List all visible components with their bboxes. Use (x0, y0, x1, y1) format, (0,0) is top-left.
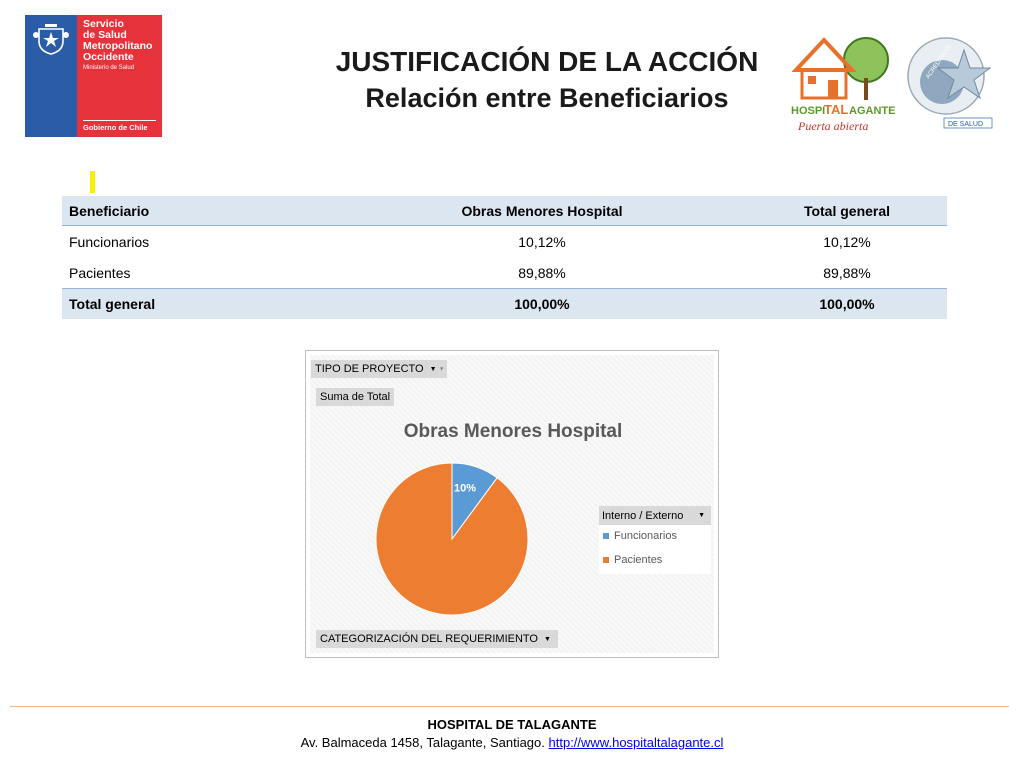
table-row: Pacientes 89,88% 89,88% (62, 257, 947, 288)
footer-website-link[interactable]: http://www.hospitaltalagante.cl (548, 735, 724, 750)
logo-line: Metropolitano (83, 40, 153, 52)
cell-obras: 89,88% (518, 264, 566, 281)
table-row: Funcionarios 10,12% 10,12% (62, 226, 947, 257)
axis-field-label: CATEGORIZACIÓN DEL REQUERIMIENTO (320, 633, 538, 645)
gobierno-de-chile-logo: Servicio de Salud Metropolitano Occident… (25, 15, 162, 137)
logo-divider (83, 120, 156, 121)
pivot-chart[interactable]: TIPO DE PROYECTO ▼ Suma de Total Obras M… (305, 350, 719, 658)
chart-title: Obras Menores Hospital (403, 421, 623, 442)
legend-swatch (603, 533, 609, 539)
logo-ministry: Ministerio de Salud (83, 65, 135, 71)
total-general: 100,00% (819, 296, 875, 312)
value-field-button[interactable]: Suma de Total (316, 388, 395, 406)
funnel-icon (439, 367, 443, 371)
logo-blue-band (25, 15, 77, 137)
legend-label: Funcionarios (614, 530, 677, 542)
beneficiaries-table: Beneficiario Obras Menores Hospital Tota… (62, 196, 947, 319)
dropdown-arrow-icon: ▼ (544, 635, 551, 643)
pie-chart: 10%90% (375, 462, 529, 616)
footer-address-line: Av. Balmaceda 1458, Talagante, Santiago.… (0, 734, 1024, 752)
total-obras: 100,00% (514, 296, 570, 312)
logo-line: Occidente (83, 51, 134, 63)
total-label: Total general (69, 296, 156, 312)
value-label: Suma de Total (320, 391, 391, 403)
dropdown-arrow-icon: ▼ (429, 365, 437, 373)
header-obras: Obras Menores Hospital (461, 202, 623, 219)
title-line-2: Relación entre Beneficiarios (365, 83, 729, 113)
filter-tipo-proyecto-button[interactable]: TIPO DE PROYECTO ▼ (311, 360, 447, 378)
table-header-row: Beneficiario Obras Menores Hospital Tota… (62, 196, 947, 226)
legend-title-label: Interno / Externo (602, 509, 684, 522)
cell-beneficiario: Pacientes (69, 264, 131, 281)
cell-beneficiario: Funcionarios (69, 233, 150, 250)
legend-swatch (603, 557, 609, 563)
header-beneficiario: Beneficiario (69, 202, 150, 219)
footer-divider (10, 706, 1009, 707)
footer-address: Av. Balmaceda 1458, Talagante, Santiago. (300, 735, 545, 750)
legend-item-funcionarios: Funcionarios (603, 530, 677, 542)
logo-red-panel: Servicio de Salud Metropolitano Occident… (77, 15, 162, 137)
footer: HOSPITAL DE TALAGANTE Av. Balmaceda 1458… (0, 716, 1024, 752)
filter-label: TIPO DE PROYECTO (315, 363, 424, 375)
legend-filter-button[interactable]: Interno / Externo ▼ (599, 506, 711, 525)
table-total-row: Total general 100,00% 100,00% (62, 288, 947, 319)
footer-hospital-name: HOSPITAL DE TALAGANTE (427, 717, 597, 732)
cell-total: 89,88% (823, 264, 871, 281)
coat-of-arms-icon (33, 24, 69, 55)
page-title: JUSTIFICACIÓN DE LA ACCIÓN Relación entr… (252, 44, 842, 116)
logo-word-1: HOSPI (791, 105, 825, 117)
seal-bottom-text: DE SALUD (948, 121, 983, 128)
legend: Interno / Externo ▼ Funcionarios Pacient… (599, 506, 711, 574)
logo-gobierno: Gobierno de Chile (83, 123, 148, 132)
header-total: Total general (803, 202, 891, 219)
cell-total: 10,12% (823, 233, 871, 250)
dropdown-arrow-icon: ▼ (698, 512, 705, 519)
cell-obras: 10,12% (518, 233, 566, 250)
logo-word-3: AGANTE (849, 105, 895, 117)
hospital-talagante-logo: HOSPI TAL AGANTE Puerta abierta (791, 37, 895, 133)
logo-line: de Salud (83, 29, 127, 41)
pie-data-label: 10% (454, 482, 476, 494)
highlight-mark (90, 171, 95, 193)
accreditation-seal-logo: ACREDITADO DE SALUD (907, 37, 993, 129)
legend-item-pacientes: Pacientes (603, 554, 662, 566)
logo-word-2: TAL (824, 102, 848, 117)
axis-field-button[interactable]: CATEGORIZACIÓN DEL REQUERIMIENTO ▼ (316, 630, 558, 648)
title-line-1: JUSTIFICACIÓN DE LA ACCIÓN (335, 46, 759, 77)
logo-line: Servicio (83, 18, 124, 30)
legend-label: Pacientes (614, 554, 663, 566)
pie-slice-pacientes (375, 462, 529, 616)
logo-tagline: Puerta abierta (797, 119, 868, 133)
